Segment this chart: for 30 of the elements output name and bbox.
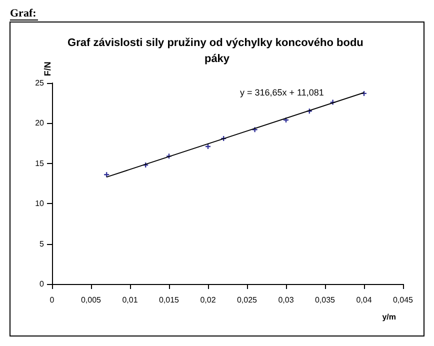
point: [166, 153, 172, 160]
x-tick-label: 0,015: [158, 296, 180, 304]
point: [252, 126, 258, 133]
x-tick-label: 0,035: [314, 296, 336, 304]
point: [142, 162, 149, 168]
point: [220, 135, 227, 142]
y-tick-label: 25: [35, 78, 45, 88]
x-tick-label: 0,025: [236, 296, 258, 304]
y-tick-label: 15: [35, 158, 45, 168]
y-tick-label: 10: [35, 199, 45, 208]
y-axis-title: F/N: [42, 62, 52, 76]
text: Graf:: [10, 8, 36, 20]
y-tick-label: 0: [40, 280, 45, 288]
x-tick-label: 0,045: [392, 296, 414, 304]
annotation: y = 316,65x + 11,081: [240, 88, 324, 98]
point: [204, 143, 212, 150]
x-tick-label: 0,03: [278, 296, 294, 304]
point: [360, 90, 368, 97]
point: [104, 172, 110, 178]
x-tick-label: 0: [50, 296, 55, 304]
x-tick-label: 0,005: [80, 296, 102, 304]
point: [330, 99, 336, 106]
y-tick-label: 5: [40, 239, 45, 248]
x-tick-label: 0,02: [200, 296, 216, 304]
x-tick-label: 0,01: [122, 296, 138, 304]
x-axis-title: y/m: [382, 312, 396, 322]
x-tick-label: 0,04: [356, 296, 372, 304]
y-tick-label: 20: [35, 118, 45, 128]
point: [282, 116, 290, 124]
chart-title: Graf závislosti sily pružiny od výchylky koncového bodu páky: [68, 37, 366, 65]
